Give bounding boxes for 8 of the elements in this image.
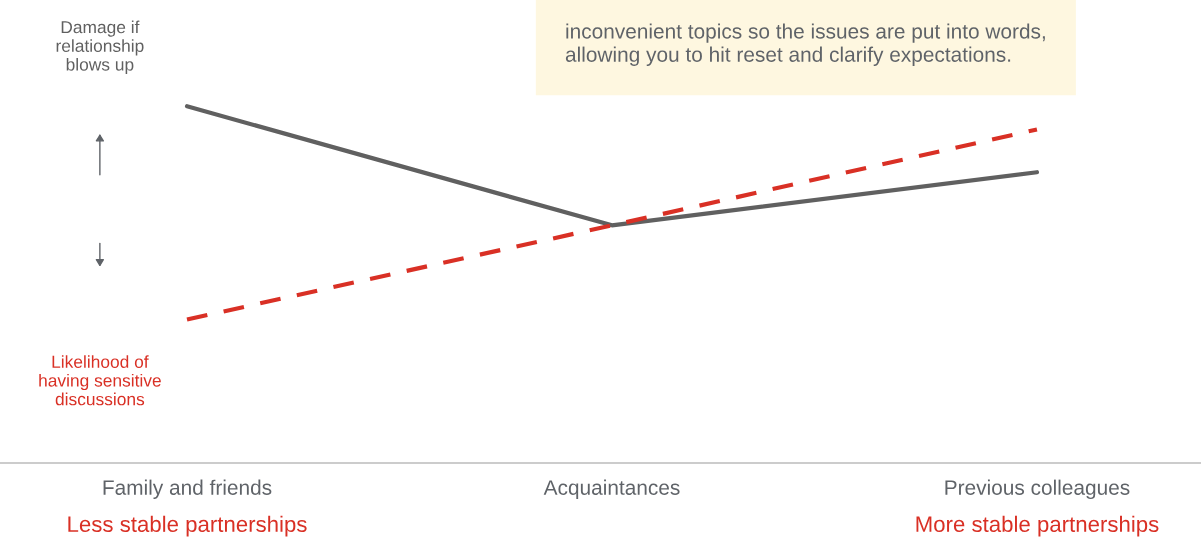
text: Less stable partnerships [68,515,307,537]
text: Damage if relationship blows up [56,20,144,75]
x-tick-label: Previous colleagues [945,479,1130,500]
text: More stable partnerships [916,515,1159,537]
text: inconvenient topics so the issues are put into words, allowing you to hit reset and clarify expectations. [565,23,1045,66]
text: Likelihood of having sensitive discussions [39,355,161,406]
x-tick-label: Family and friends [103,479,272,500]
x-tick-label: Acquaintances [543,479,680,500]
